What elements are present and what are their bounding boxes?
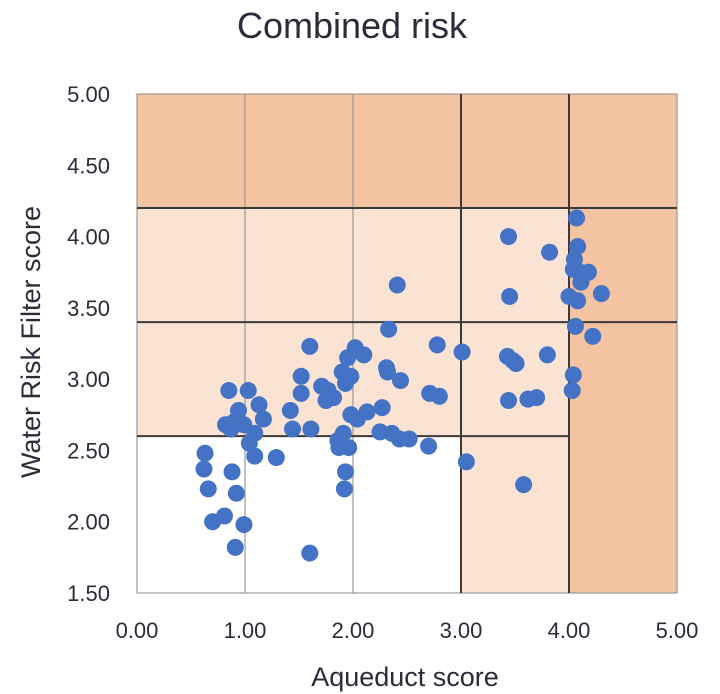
data-point — [335, 480, 353, 498]
data-point — [569, 292, 587, 310]
data-point — [250, 396, 268, 414]
y-tick-label: 1.50 — [67, 581, 110, 606]
data-point — [500, 228, 518, 246]
data-point — [592, 285, 610, 303]
data-point — [572, 273, 590, 291]
data-point — [223, 463, 241, 481]
risk-band-medium — [137, 208, 461, 323]
data-point — [226, 538, 244, 556]
x-axis-ticks: 0.00 1.00 2.00 3.00 4.00 5.00 — [116, 618, 699, 643]
chart-title: Combined risk — [237, 5, 468, 46]
data-point — [569, 238, 587, 256]
data-point — [195, 460, 213, 478]
data-point — [284, 420, 302, 438]
data-point — [254, 410, 272, 428]
data-point — [334, 424, 352, 442]
data-point — [235, 516, 253, 534]
data-point — [500, 392, 518, 410]
data-point — [204, 513, 222, 531]
data-point — [528, 389, 546, 407]
x-tick-label: 4.00 — [548, 618, 591, 643]
data-point — [358, 403, 376, 421]
x-tick-label: 2.00 — [332, 618, 375, 643]
x-axis-label: Aqueduct score — [311, 662, 499, 692]
data-point — [246, 447, 264, 465]
y-tick-label: 2.00 — [67, 510, 110, 535]
data-point — [584, 327, 602, 345]
data-point — [355, 346, 373, 364]
x-tick-label: 3.00 — [440, 618, 483, 643]
data-point — [222, 420, 240, 438]
data-point — [566, 317, 584, 335]
data-point — [507, 354, 525, 372]
data-point — [430, 387, 448, 405]
data-point — [301, 544, 319, 562]
data-point — [563, 382, 581, 400]
data-point — [227, 484, 245, 502]
y-axis-ticks: 1.50 2.00 2.50 3.00 3.50 4.00 4.50 5.00 — [67, 82, 110, 606]
y-tick-label: 4.00 — [67, 225, 110, 250]
risk-bands — [137, 94, 677, 594]
data-point — [379, 363, 397, 381]
x-tick-label: 1.00 — [224, 618, 267, 643]
data-point — [388, 276, 406, 294]
data-point — [373, 399, 391, 417]
y-tick-label: 2.50 — [67, 438, 110, 463]
data-point — [302, 420, 320, 438]
data-point — [220, 382, 238, 400]
data-point — [541, 243, 559, 261]
data-point — [325, 389, 343, 407]
data-point — [199, 480, 217, 498]
data-point — [400, 430, 418, 448]
threshold-lines — [137, 94, 677, 593]
y-tick-label: 5.00 — [67, 82, 110, 107]
data-point — [301, 337, 319, 355]
y-tick-label: 4.50 — [67, 153, 110, 178]
data-point — [267, 449, 285, 467]
data-point — [538, 346, 556, 364]
data-points — [195, 209, 610, 562]
data-point — [292, 384, 310, 402]
plot-area — [136, 93, 678, 594]
data-point — [340, 439, 358, 457]
data-point — [240, 434, 258, 452]
data-point — [564, 366, 582, 384]
data-point — [515, 476, 533, 494]
data-point — [568, 209, 586, 227]
risk-band-high — [137, 94, 677, 209]
data-point — [336, 374, 354, 392]
y-tick-label: 3.50 — [67, 296, 110, 321]
data-point — [501, 287, 519, 305]
data-point — [336, 463, 354, 481]
data-point — [428, 336, 446, 354]
y-axis-label: Water Risk Filter score — [16, 206, 46, 478]
data-point — [457, 453, 475, 471]
x-tick-label: 0.00 — [116, 618, 159, 643]
data-point — [453, 343, 471, 361]
plot-border — [136, 93, 678, 594]
data-point — [380, 320, 398, 338]
data-point — [281, 402, 299, 420]
x-tick-label: 5.00 — [656, 618, 699, 643]
data-point — [239, 382, 257, 400]
data-point — [392, 372, 410, 390]
data-point — [292, 367, 310, 385]
y-tick-label: 3.00 — [67, 367, 110, 392]
data-point — [196, 444, 214, 462]
data-point — [420, 437, 438, 455]
